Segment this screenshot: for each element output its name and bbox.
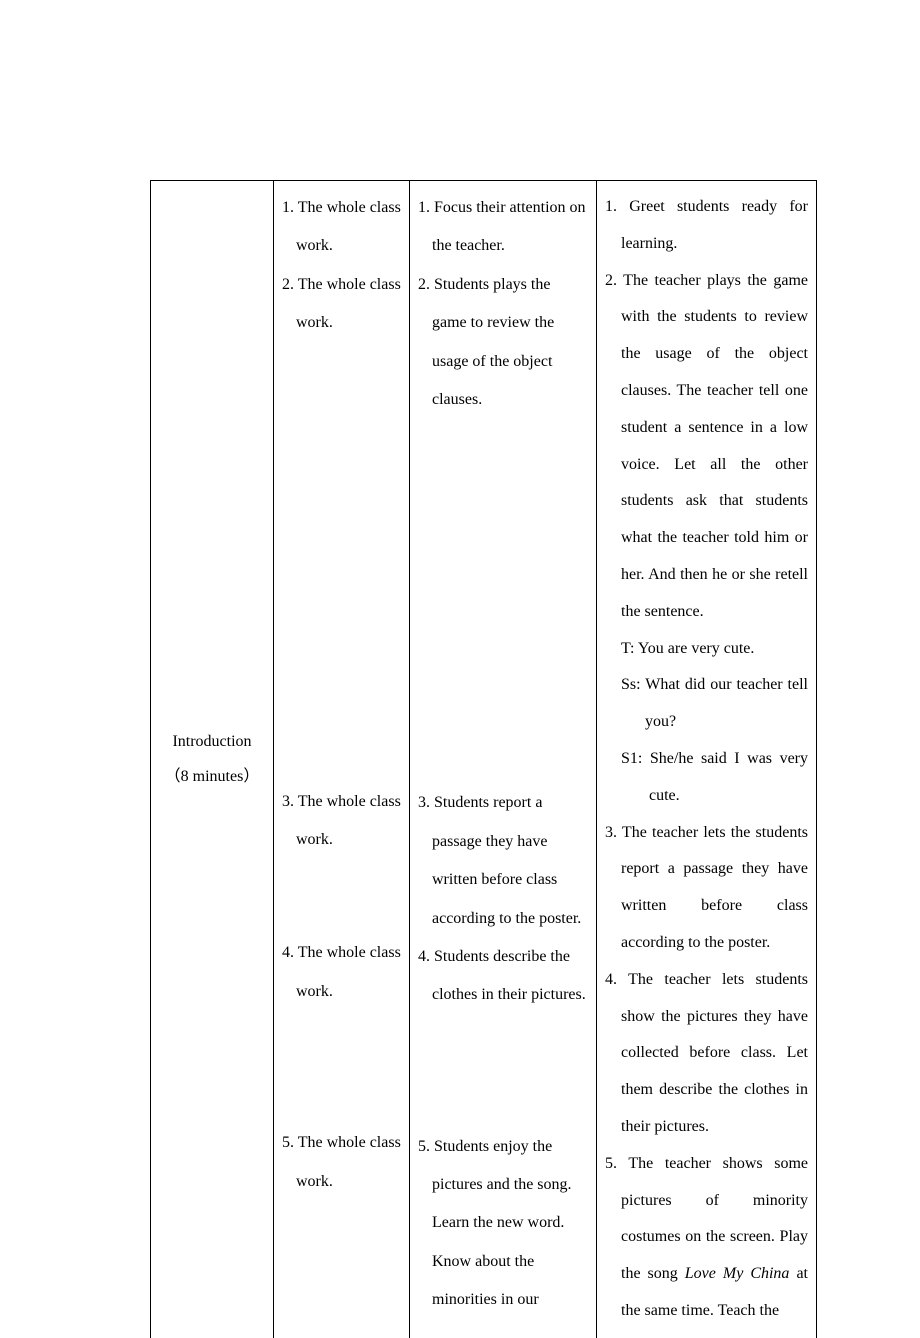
list-item: 5. Students enjoy the pictures and the s… bbox=[418, 1128, 588, 1320]
list-item: 2. The whole class work. bbox=[282, 266, 401, 343]
song-title: Love My China bbox=[685, 1265, 790, 1282]
list-item: 4. The whole class work. bbox=[282, 934, 401, 1011]
dialogue-line: T: You are very cute. bbox=[605, 631, 808, 668]
teacher-activity-cell: 1. Greet students ready for learning. 2.… bbox=[597, 181, 817, 1338]
list-item: 1. Focus their attention on the teacher. bbox=[418, 189, 588, 266]
list-item: 1. The whole class work. bbox=[282, 189, 401, 266]
stage-duration: （8 minutes） bbox=[159, 759, 265, 794]
list-item: 3. Students report a passage they have w… bbox=[418, 784, 588, 938]
stage-cell: Introduction （8 minutes） bbox=[151, 181, 274, 1338]
student-activity-cell: 1. Focus their attention on the teacher.… bbox=[410, 181, 597, 1338]
list-item: 4. The teacher lets students show the pi… bbox=[605, 962, 808, 1146]
interaction-cell: 1. The whole class work. 2. The whole cl… bbox=[274, 181, 410, 1338]
list-item: 5. The teacher shows some pictures of mi… bbox=[605, 1146, 808, 1330]
list-item: 2. The teacher plays the game with the s… bbox=[605, 263, 808, 631]
dialogue-line: S1: She/he said I was very cute. bbox=[605, 741, 808, 815]
table-row: Introduction （8 minutes） 1. The whole cl… bbox=[151, 181, 817, 1338]
lesson-plan-table: Introduction （8 minutes） 1. The whole cl… bbox=[150, 180, 817, 1338]
document-page: Introduction （8 minutes） 1. The whole cl… bbox=[0, 0, 920, 1302]
list-item: 3. The teacher lets the students report … bbox=[605, 815, 808, 962]
list-item: 1. Greet students ready for learning. bbox=[605, 189, 808, 263]
list-item: 4. Students describe the clothes in thei… bbox=[418, 938, 588, 1015]
list-item: 5. The whole class work. bbox=[282, 1124, 401, 1201]
stage-title: Introduction bbox=[159, 724, 265, 759]
list-item: 3. The whole class work. bbox=[282, 783, 401, 860]
list-item: 2. Students plays the game to review the… bbox=[418, 266, 588, 420]
dialogue-line: Ss: What did our teacher tell you? bbox=[605, 667, 808, 741]
